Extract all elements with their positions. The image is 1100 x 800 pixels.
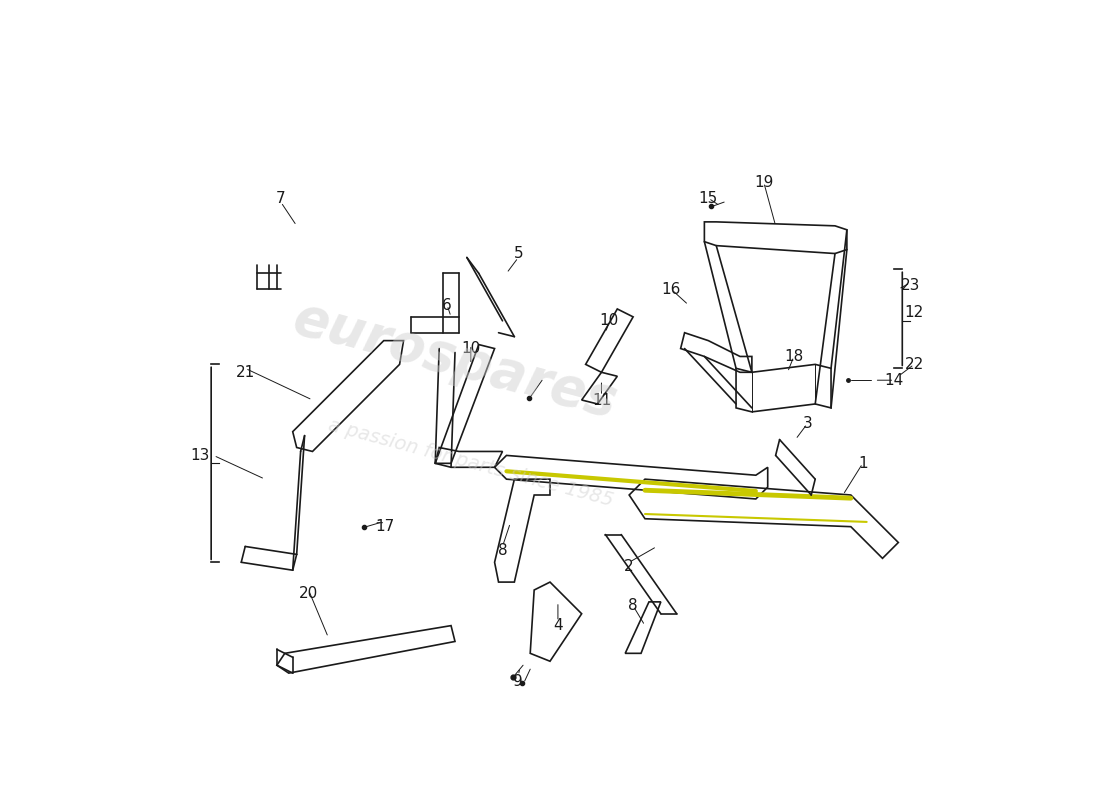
Text: 23: 23 [901, 278, 920, 293]
Text: 7: 7 [276, 190, 286, 206]
Text: 21: 21 [235, 365, 255, 380]
Text: 4: 4 [553, 618, 563, 633]
Text: 1: 1 [858, 456, 868, 471]
Text: eurospares: eurospares [287, 292, 623, 429]
Text: 14: 14 [884, 373, 904, 388]
Text: 16: 16 [661, 282, 681, 297]
Text: 10: 10 [461, 341, 481, 356]
Text: 17: 17 [376, 519, 395, 534]
Text: 11: 11 [592, 393, 612, 407]
Text: 10: 10 [600, 314, 619, 328]
Text: 9: 9 [514, 674, 524, 689]
Text: 19: 19 [755, 174, 773, 190]
Text: 12: 12 [904, 306, 924, 321]
Text: 3: 3 [802, 416, 812, 431]
Text: 8: 8 [497, 543, 507, 558]
Text: 20: 20 [299, 586, 318, 602]
Text: 22: 22 [904, 357, 924, 372]
Text: a passion for parts since 1985: a passion for parts since 1985 [326, 416, 616, 510]
Text: 2: 2 [625, 558, 634, 574]
Text: 8: 8 [628, 598, 638, 614]
Text: 18: 18 [784, 349, 803, 364]
Text: 13: 13 [190, 448, 210, 463]
Text: 5: 5 [514, 246, 524, 261]
Text: 15: 15 [698, 190, 718, 206]
Text: 6: 6 [442, 298, 452, 313]
